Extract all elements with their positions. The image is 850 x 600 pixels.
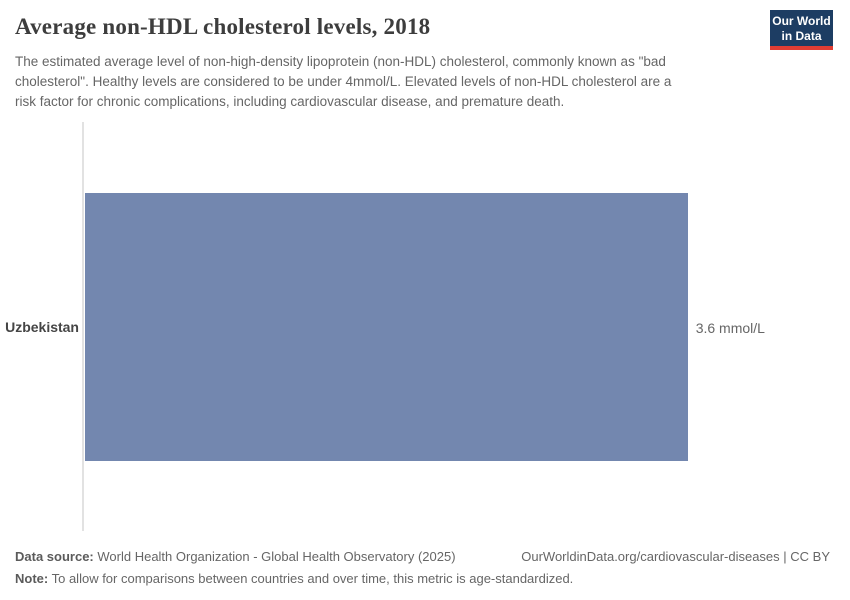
page-title: Average non-HDL cholesterol levels, 2018	[15, 14, 431, 39]
bar-uzbekistan[interactable]	[85, 193, 688, 461]
note-row: Note: To allow for comparisons between c…	[15, 568, 835, 590]
bar-value-label: 3.6 mmol/L	[695, 320, 765, 336]
data-source-label: Data source:	[15, 549, 94, 564]
note-value: To allow for comparisons between countri…	[51, 571, 574, 586]
note-label: Note:	[15, 571, 49, 586]
chart-footer: Data source: World Health Organization -…	[15, 546, 835, 590]
subtitle-line: The estimated average level of non-high-…	[15, 54, 666, 69]
data-source-row: Data source: World Health Organization -…	[15, 546, 835, 568]
chart-subtitle: The estimated average level of non-high-…	[15, 52, 755, 112]
entity-label-uzbekistan: Uzbekistan	[5, 319, 79, 335]
data-source-value: World Health Organization - Global Healt…	[97, 549, 456, 564]
owid-url-link[interactable]: OurWorldinData.org/cardiovascular-diseas…	[521, 549, 830, 564]
subtitle-line: cholesterol". Healthy levels are conside…	[15, 74, 672, 89]
owid-logo-line1: Our World	[772, 14, 831, 28]
subtitle-line: risk factor for chronic complications, i…	[15, 94, 565, 109]
owid-logo-line2: in Data	[781, 29, 822, 43]
y-axis-line	[82, 122, 84, 531]
owid-logo[interactable]: Our World in Data	[770, 10, 833, 50]
